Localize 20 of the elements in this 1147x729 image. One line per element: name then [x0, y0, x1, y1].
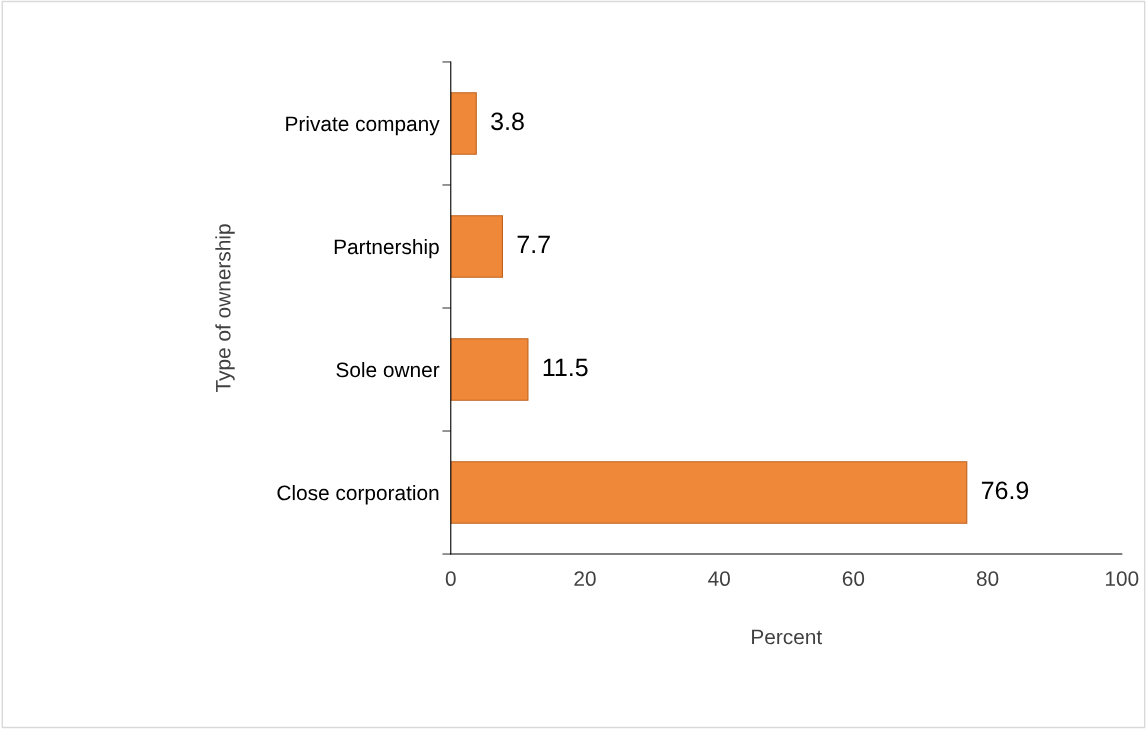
bar	[450, 92, 477, 155]
x-axis-title: Percent	[752, 629, 823, 645]
bar	[450, 461, 968, 524]
bar	[450, 338, 529, 401]
y-tick-label: Partnership	[334, 238, 439, 259]
y-tick-label: Sole owner	[336, 361, 440, 378]
x-tick-label: 40	[708, 571, 730, 587]
x-tick-label: 60	[842, 571, 865, 587]
y-tick-label: Close corporation	[277, 484, 439, 505]
data-label: 11.5	[543, 358, 588, 377]
data-label: 7.7	[517, 235, 550, 253]
y-axis-title: Type of ownership	[215, 224, 235, 393]
bar	[450, 215, 503, 278]
x-tick-label: 100	[1105, 571, 1139, 587]
data-label: 3.8	[491, 112, 524, 131]
x-tick-label: 80	[976, 571, 999, 587]
x-tick-label: 0	[445, 571, 456, 587]
y-tick-label: Private company	[286, 115, 440, 136]
data-label: 76.9	[981, 481, 1029, 500]
x-tick-label: 20	[574, 571, 596, 587]
